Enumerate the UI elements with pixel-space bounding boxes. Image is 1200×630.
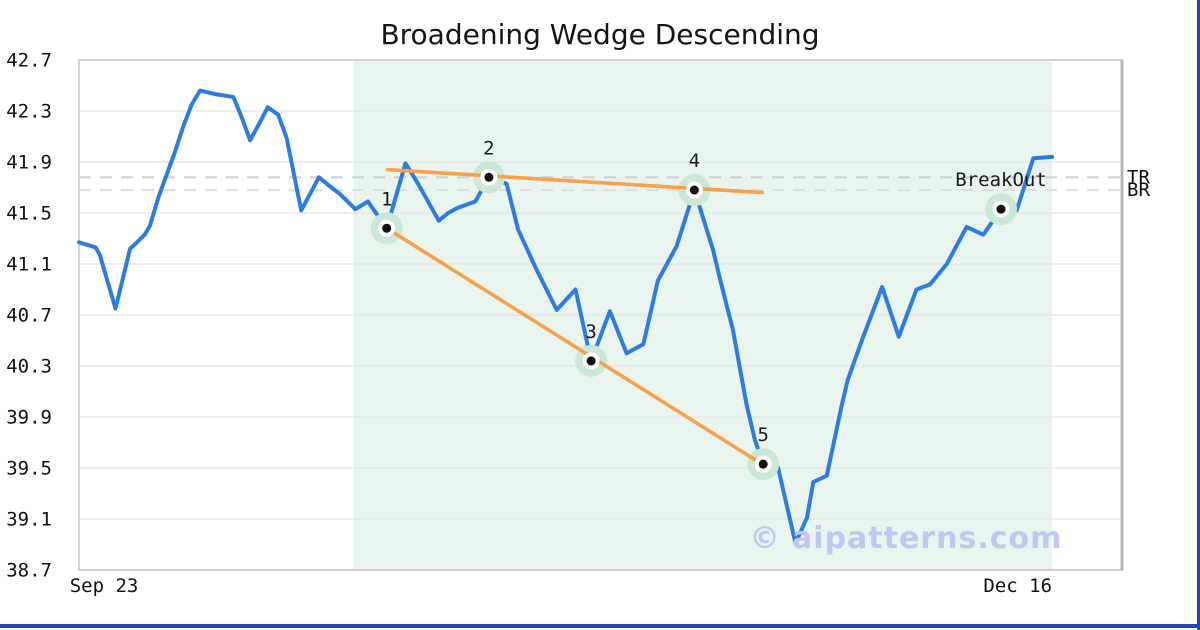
y-tick-label: 42.3 <box>6 101 52 123</box>
pivot-dot-5 <box>758 459 768 469</box>
pivot-dot-2 <box>484 172 494 182</box>
pivot-label-5: 5 <box>757 424 768 446</box>
level-label-BR: BR <box>1127 179 1150 201</box>
pivot-dot-1 <box>382 223 392 233</box>
pivot-label-BreakOut: BreakOut <box>955 169 1047 191</box>
pivot-label-1: 1 <box>381 188 392 210</box>
y-tick-label: 40.3 <box>6 356 52 378</box>
pivot-dot-BreakOut <box>996 204 1006 214</box>
y-tick-label: 39.1 <box>6 509 52 531</box>
y-tick-label: 41.9 <box>6 152 52 174</box>
pivot-label-2: 2 <box>483 137 494 159</box>
watermark: © aipatterns.com <box>749 521 1063 556</box>
trendline-lower <box>384 226 764 466</box>
x-tick-label: Dec 16 <box>983 575 1052 597</box>
pivot-dot-3 <box>586 356 596 366</box>
y-tick-label: 38.7 <box>6 560 52 582</box>
y-tick-label: 39.9 <box>6 407 52 429</box>
frame-right-bar <box>1197 0 1200 630</box>
chart-title: Broadening Wedge Descending <box>380 18 820 51</box>
y-tick-label: 40.7 <box>6 305 52 327</box>
pivot-dot-4 <box>689 185 699 195</box>
pivot-label-4: 4 <box>689 150 700 172</box>
y-tick-label: 41.5 <box>6 203 52 225</box>
pivot-label-3: 3 <box>585 321 596 343</box>
x-tick-label: Sep 23 <box>70 575 139 597</box>
y-tick-label: 39.5 <box>6 458 52 480</box>
level-label-TR: TR <box>1127 166 1150 188</box>
y-tick-label: 42.7 <box>6 50 52 72</box>
frame-bottom-bar <box>0 624 1200 628</box>
y-tick-label: 41.1 <box>6 254 52 276</box>
